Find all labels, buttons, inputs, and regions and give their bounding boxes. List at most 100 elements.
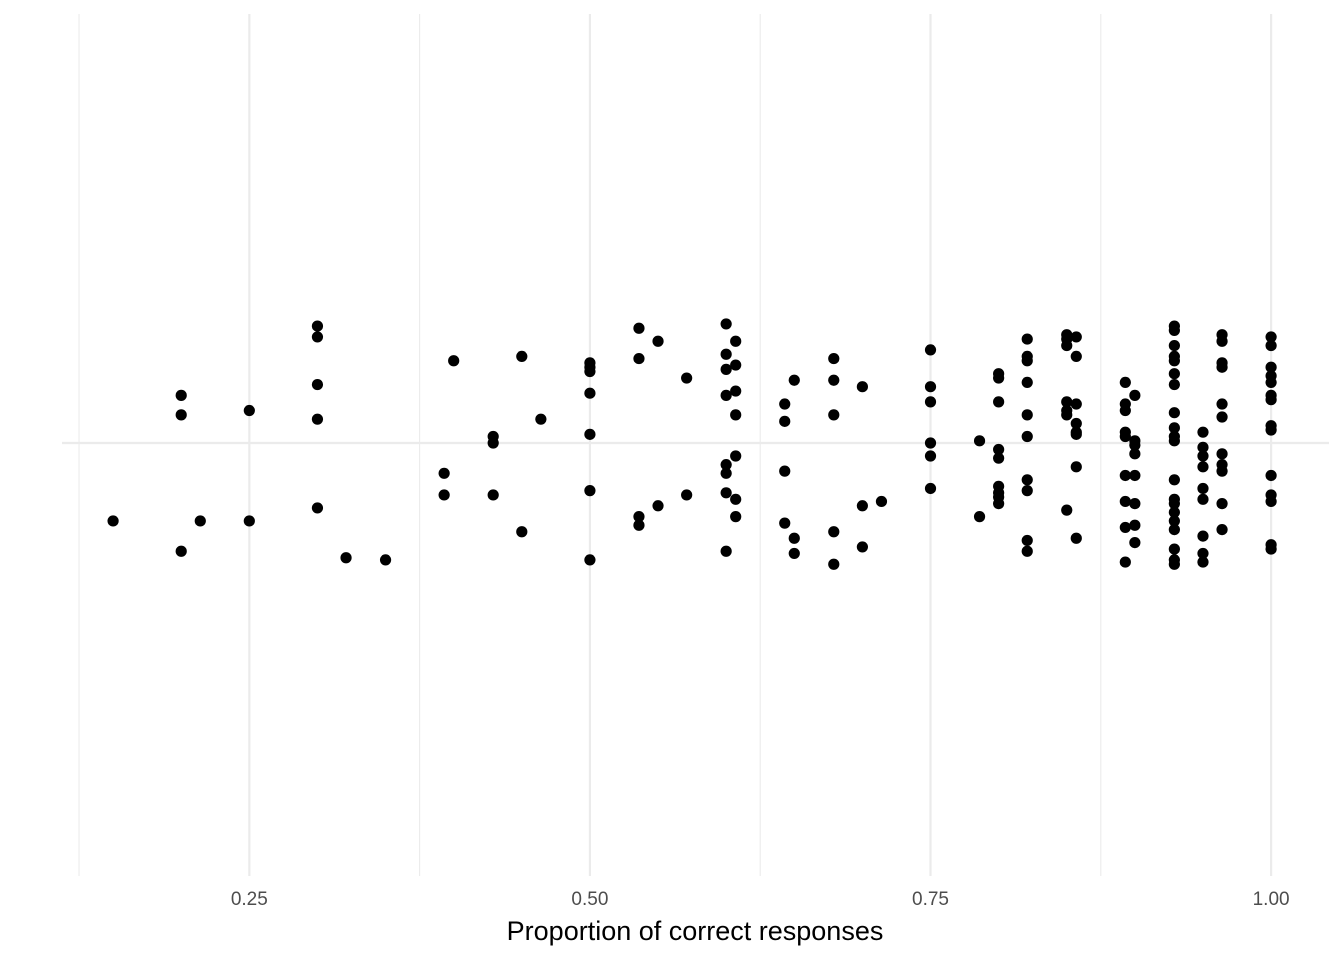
data-point <box>1197 547 1209 560</box>
data-point <box>1119 521 1131 534</box>
data-point <box>875 495 888 508</box>
data-point <box>856 381 868 393</box>
data-point <box>828 526 840 538</box>
data-point <box>924 450 937 462</box>
data-point <box>1197 441 1209 453</box>
data-point <box>1197 450 1209 462</box>
data-point <box>535 413 547 425</box>
data-point <box>1129 498 1141 510</box>
data-point <box>1265 331 1277 343</box>
data-point <box>1197 461 1209 473</box>
data-point <box>516 526 528 538</box>
x-tick-label: 1.00 <box>1253 889 1290 910</box>
data-point <box>730 450 742 462</box>
data-point <box>516 350 528 362</box>
data-point <box>1168 378 1180 391</box>
data-point <box>194 515 206 527</box>
data-point <box>993 372 1005 384</box>
data-point <box>1168 324 1180 337</box>
data-point <box>1216 498 1228 510</box>
data-point <box>243 404 255 417</box>
data-point <box>1216 335 1228 347</box>
data-point <box>924 344 937 356</box>
data-point <box>1021 376 1033 388</box>
data-point <box>1021 534 1033 547</box>
data-point <box>438 489 450 501</box>
data-point <box>633 322 645 334</box>
data-point <box>1265 339 1277 352</box>
data-point <box>1070 350 1082 362</box>
x-tick-label: 0.50 <box>571 889 608 910</box>
data-point <box>779 465 791 477</box>
data-point <box>924 396 937 408</box>
data-point <box>1265 394 1277 406</box>
data-point <box>973 511 986 523</box>
data-point <box>779 517 791 529</box>
x-tick-label: 0.25 <box>231 889 268 910</box>
data-point <box>1168 474 1180 486</box>
data-point <box>720 487 732 499</box>
data-point <box>1168 558 1180 570</box>
data-point <box>1168 543 1180 555</box>
data-point <box>584 485 596 497</box>
data-point <box>1197 556 1209 568</box>
data-point <box>1021 409 1033 421</box>
data-point <box>730 335 742 347</box>
data-point <box>924 482 937 495</box>
data-point <box>311 331 324 343</box>
data-point <box>1070 532 1082 544</box>
data-point <box>779 398 791 410</box>
data-point <box>1197 482 1209 495</box>
data-point <box>175 409 187 421</box>
x-axis-tick-labels: 0.25 0.50 0.75 1.00 <box>231 889 1290 910</box>
data-point <box>1070 461 1082 473</box>
data-point <box>1197 493 1209 505</box>
data-point <box>720 459 732 471</box>
data-point <box>584 387 596 399</box>
data-point <box>1129 469 1141 482</box>
data-point <box>1168 407 1180 419</box>
x-tick-label: 0.75 <box>912 889 949 910</box>
data-point <box>311 502 324 514</box>
data-point <box>1197 426 1209 438</box>
data-point <box>720 545 732 557</box>
data-point <box>681 489 693 501</box>
data-point <box>1197 530 1209 542</box>
data-point <box>633 352 645 365</box>
x-axis-title: Proportion of correct responses <box>507 916 884 946</box>
data-point <box>487 437 499 449</box>
data-point <box>1021 333 1033 345</box>
data-point <box>340 552 352 564</box>
data-point <box>633 519 645 531</box>
data-point <box>1216 398 1228 410</box>
data-point <box>487 489 499 501</box>
data-point <box>1070 331 1082 343</box>
data-point <box>1265 543 1277 555</box>
data-point <box>1061 396 1073 408</box>
data-point <box>779 415 791 427</box>
data-point <box>828 352 840 365</box>
data-point <box>1070 398 1082 410</box>
data-point <box>1061 504 1073 516</box>
data-point <box>1119 469 1131 482</box>
data-point <box>1119 404 1131 417</box>
data-point <box>1265 424 1277 436</box>
data-point <box>1119 376 1131 388</box>
data-point <box>720 318 732 330</box>
data-point <box>584 365 596 378</box>
data-point <box>1168 435 1180 447</box>
data-point <box>1119 430 1131 443</box>
data-point <box>448 355 460 367</box>
data-point <box>720 467 732 479</box>
data-point <box>924 437 937 449</box>
data-point <box>1021 545 1033 557</box>
data-point <box>1129 448 1141 460</box>
data-point <box>1216 361 1228 373</box>
data-point <box>379 554 392 566</box>
data-point <box>1265 495 1277 508</box>
data-point <box>730 385 742 397</box>
data-point <box>730 359 742 371</box>
data-point <box>584 428 596 440</box>
data-point <box>243 515 255 527</box>
